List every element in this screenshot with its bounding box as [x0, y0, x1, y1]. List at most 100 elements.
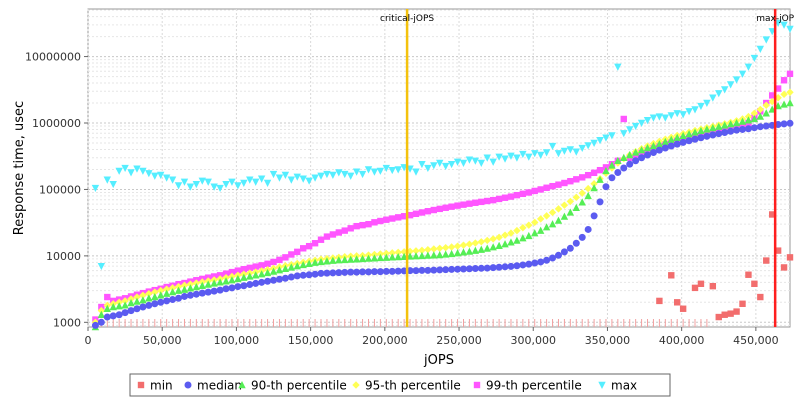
data-point: [180, 281, 189, 290]
data-point: [786, 88, 794, 96]
data-point: [495, 233, 503, 242]
data-point: [293, 173, 301, 181]
data-point: [644, 151, 652, 159]
data-point: [596, 175, 604, 183]
data-point: [697, 126, 705, 135]
series-95-th-percentile: [91, 88, 794, 327]
data-point: [745, 271, 752, 278]
data-point: [465, 247, 474, 255]
y-tick-label: 10000000: [25, 51, 81, 64]
data-point: [234, 274, 242, 283]
data-point: [554, 150, 563, 158]
data-point: [436, 159, 444, 168]
data-point: [371, 219, 378, 226]
data-point: [709, 94, 717, 102]
y-axis-title: Response time, usec: [12, 101, 27, 235]
data-point: [667, 142, 675, 150]
data-point: [353, 268, 361, 276]
legend-item-90-th-percentile: 90-th percentile: [238, 379, 347, 393]
data-point: [471, 265, 479, 273]
data-point: [210, 279, 218, 287]
data-point: [121, 301, 129, 309]
data-point: [762, 122, 770, 130]
data-point: [270, 258, 277, 266]
data-point: [744, 116, 753, 124]
data-point: [299, 175, 307, 183]
data-point: [145, 170, 153, 178]
data-point: [727, 310, 734, 317]
data-point: [566, 146, 575, 154]
data-point: [151, 300, 159, 308]
data-point: [276, 256, 283, 264]
data-point: [412, 210, 420, 217]
data-point: [91, 184, 100, 193]
data-point: [537, 186, 544, 193]
legend-label: min: [150, 379, 173, 393]
data-point: [275, 275, 283, 283]
data-point: [388, 166, 396, 175]
data-point: [768, 211, 776, 218]
data-point: [192, 290, 200, 298]
data-point: [127, 295, 135, 303]
data-point: [466, 200, 473, 207]
data-point: [424, 266, 432, 274]
x-axis-ticks: 0 50,000 100,000 150,000 200,000 250,000 300,0…: [85, 327, 779, 347]
data-point: [436, 266, 444, 274]
data-point: [103, 304, 111, 312]
data-point: [525, 153, 533, 161]
data-point: [643, 144, 652, 152]
data-point: [424, 251, 432, 259]
data-point: [780, 100, 788, 108]
data-point: [489, 196, 497, 204]
data-point: [394, 214, 402, 221]
data-point: [329, 256, 337, 264]
data-point: [762, 101, 770, 109]
data-point: [649, 114, 658, 122]
x-tick-label: 350,000: [585, 334, 631, 347]
data-point: [382, 253, 391, 261]
data-point: [287, 176, 296, 184]
data-point: [281, 264, 290, 272]
legend-item-min: min: [137, 379, 173, 393]
data-point: [561, 179, 568, 187]
data-point: [780, 77, 788, 84]
data-point: [388, 253, 396, 261]
data-point: [555, 181, 562, 188]
data-point: [347, 225, 354, 232]
legend-item-median: median: [184, 379, 242, 393]
data-point: [543, 256, 551, 264]
data-point: [198, 289, 206, 297]
data-point: [668, 272, 675, 279]
data-point: [780, 264, 788, 271]
data-point: [519, 234, 527, 242]
data-point: [394, 166, 402, 174]
data-point: [572, 239, 580, 247]
legend-item-99-th-percentile: 99-th percentile: [473, 379, 582, 393]
data-point: [525, 221, 533, 229]
y-tick-label: 1000000: [32, 117, 81, 130]
data-point: [264, 277, 272, 285]
data-point: [637, 119, 646, 128]
data-point: [750, 114, 759, 123]
data-point: [252, 271, 260, 279]
data-point: [436, 251, 444, 259]
data-point: [756, 45, 765, 53]
legend-label: 95-th percentile: [365, 379, 461, 393]
data-point: [536, 226, 545, 234]
data-point: [264, 260, 271, 267]
data-point: [216, 184, 224, 193]
data-point: [673, 110, 681, 118]
legend-swatch: [238, 381, 246, 389]
data-point: [762, 36, 770, 44]
data-point: [335, 256, 343, 264]
data-point: [667, 112, 675, 120]
data-point: [453, 158, 462, 166]
data-point: [234, 182, 242, 190]
data-point: [341, 255, 349, 264]
data-point: [560, 248, 568, 256]
data-point: [453, 242, 462, 250]
data-point: [685, 137, 693, 145]
data-point: [97, 306, 106, 315]
data-point: [216, 286, 224, 294]
data-point: [620, 115, 627, 123]
